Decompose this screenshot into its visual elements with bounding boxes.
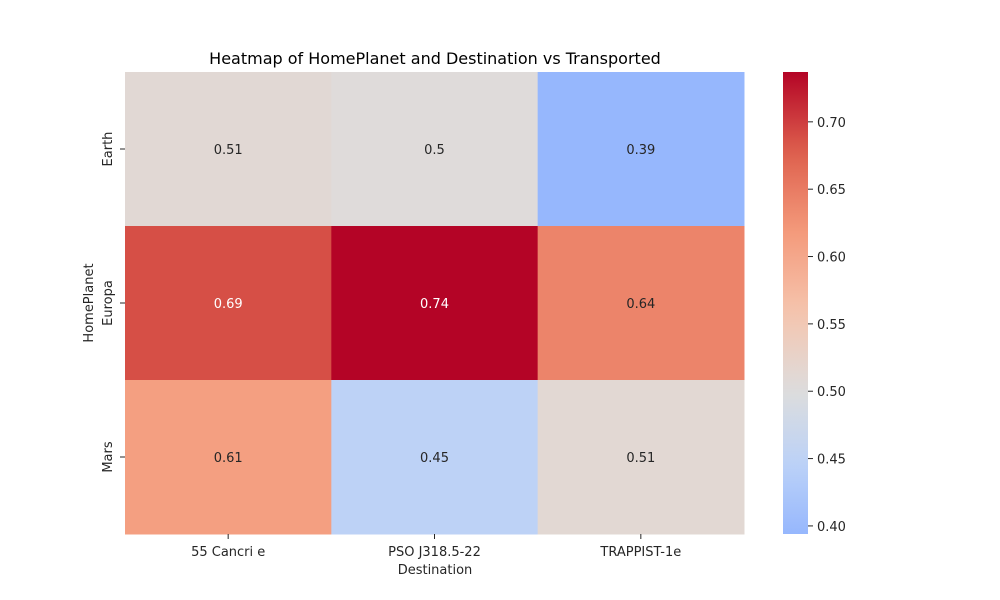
heatmap-cell	[537, 226, 745, 381]
x-tick-label: TRAPPIST-1e	[599, 545, 681, 560]
heatmap-cell	[125, 380, 332, 535]
cell-value-label: 0.51	[626, 451, 655, 466]
heatmap-cell	[537, 72, 745, 227]
x-axis-title: Destination	[398, 563, 473, 578]
y-axis: Earth Europa Mars	[101, 132, 125, 473]
y-tick-label: Europa	[101, 280, 116, 326]
colorbar-tick-label: 0.60	[817, 251, 846, 266]
y-tick-label: Mars	[101, 441, 116, 473]
cell-value-label: 0.39	[626, 143, 655, 158]
y-tick-label: Earth	[101, 132, 116, 167]
heatmap-cell	[125, 226, 332, 381]
heatmap-cell	[537, 380, 745, 535]
heatmap-cell	[331, 226, 539, 381]
colorbar: 0.40 0.45 0.50 0.55 0.60 0.65 0.70	[783, 72, 846, 535]
cell-value-label: 0.69	[214, 297, 243, 312]
colorbar-tick-label: 0.50	[817, 385, 846, 400]
x-axis: 55 Cancri e PSO J318.5-22 TRAPPIST-1e	[191, 534, 681, 560]
colorbar-tick-label: 0.70	[817, 116, 846, 131]
chart-title: Heatmap of HomePlanet and Destination vs…	[209, 49, 661, 68]
cell-value-label: 0.51	[214, 143, 243, 158]
colorbar-tick-label: 0.40	[817, 520, 846, 535]
cell-value-label: 0.45	[420, 451, 449, 466]
cell-value-label: 0.74	[420, 297, 449, 312]
colorbar-gradient	[783, 72, 808, 534]
y-axis-title: HomePlanet	[82, 263, 97, 342]
x-tick-label: PSO J318.5-22	[388, 545, 481, 560]
heatmap-cell	[125, 72, 332, 227]
heatmap-cells: 0.51 0.5 0.39 0.69 0.74 0.64 0.61 0.45 0.51	[125, 72, 745, 535]
heatmap-cell	[331, 380, 539, 535]
cell-value-label: 0.64	[626, 297, 655, 312]
x-tick-label: 55 Cancri e	[191, 545, 265, 560]
cell-value-label: 0.5	[424, 143, 445, 158]
heatmap-cell	[331, 72, 539, 227]
cell-value-label: 0.61	[214, 451, 243, 466]
colorbar-tick-label: 0.55	[817, 318, 846, 333]
colorbar-tick-label: 0.65	[817, 183, 846, 198]
colorbar-tick-label: 0.45	[817, 453, 846, 468]
